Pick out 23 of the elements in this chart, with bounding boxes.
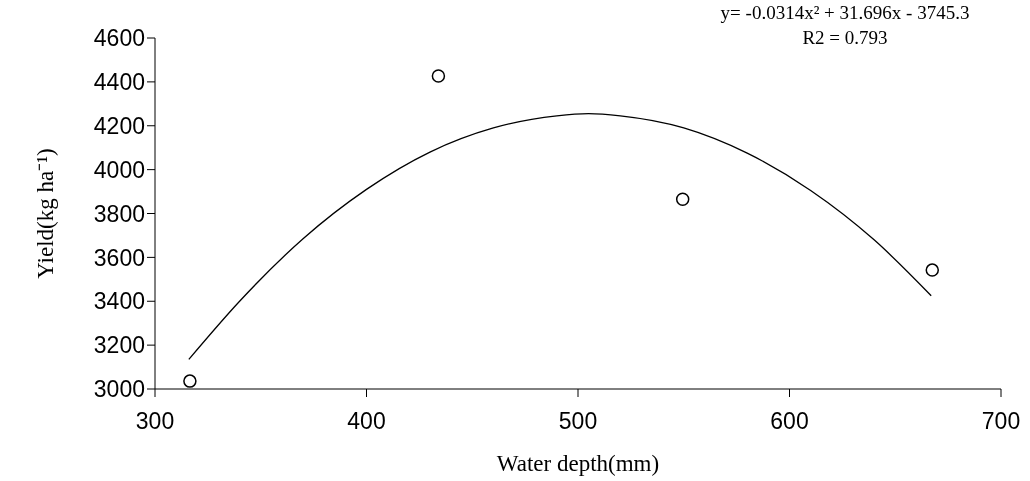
y-tick-label: 4000: [93, 156, 145, 183]
y-tick-label: 4600: [93, 25, 145, 52]
x-tick-label: 600: [770, 408, 809, 435]
point: [431, 69, 446, 83]
line-series: [188, 113, 932, 361]
point: [675, 192, 690, 206]
point: [925, 263, 940, 277]
y-tick-label: 4400: [93, 69, 145, 96]
y-tick-label: 3800: [93, 200, 145, 227]
x-tick-label: 500: [558, 408, 598, 435]
text: y= -0.0314x² + 31.696x - 3745.3: [719, 1, 971, 25]
y-axis-title: Yield(kg ha⁻¹): [33, 148, 59, 279]
y-tick-label: 4200: [93, 112, 145, 139]
y-tick-label: 3200: [93, 332, 145, 359]
x-axis-title: Water depth(mm): [496, 451, 660, 476]
y-tick-label: 3000: [93, 376, 145, 403]
y-tick-label: 3600: [93, 244, 145, 271]
point: [183, 374, 197, 388]
y-tick-label: 3400: [93, 288, 145, 315]
x-tick-label: 400: [347, 408, 386, 435]
x-tick-label: 300: [135, 408, 175, 435]
annotation: R2 = 0.793: [801, 26, 889, 50]
x-tick-label: 700: [981, 408, 1021, 435]
